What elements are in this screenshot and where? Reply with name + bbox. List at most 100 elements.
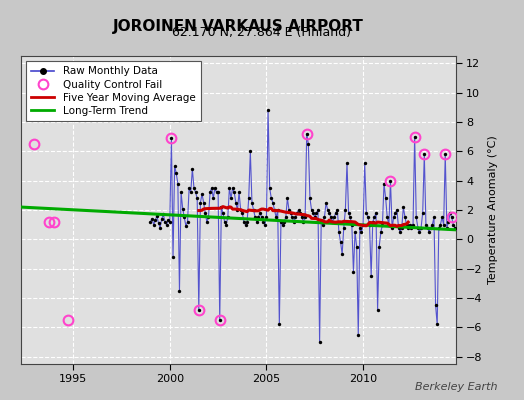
Point: [419, 210, 427, 216]
Point: [372, 210, 380, 216]
Point: [162, 222, 171, 228]
Point: [291, 214, 300, 220]
Point: [208, 185, 216, 191]
Point: [357, 229, 366, 235]
Point: [194, 306, 203, 313]
Point: [332, 210, 340, 216]
Point: [335, 229, 343, 235]
Point: [242, 222, 250, 228]
Text: 62.170 N, 27.864 E (Finland): 62.170 N, 27.864 E (Finland): [172, 26, 352, 39]
Point: [187, 189, 195, 196]
Point: [149, 222, 158, 228]
Point: [264, 107, 272, 114]
Point: [325, 210, 333, 216]
Point: [322, 200, 330, 206]
Point: [309, 210, 318, 216]
Point: [422, 222, 430, 228]
Point: [214, 189, 222, 196]
Point: [402, 222, 411, 228]
Point: [320, 214, 329, 220]
Point: [262, 214, 270, 220]
Point: [256, 210, 264, 216]
Point: [164, 217, 172, 224]
Point: [406, 222, 414, 228]
Point: [431, 302, 440, 308]
Point: [239, 218, 248, 225]
Point: [434, 224, 443, 231]
Point: [283, 195, 291, 202]
Point: [423, 224, 432, 231]
Point: [340, 224, 348, 231]
Point: [248, 200, 256, 206]
Point: [274, 207, 282, 213]
Point: [232, 200, 240, 206]
Point: [249, 207, 258, 213]
Point: [333, 207, 342, 213]
Point: [305, 195, 314, 202]
Point: [212, 189, 221, 196]
Point: [148, 216, 156, 222]
Point: [317, 218, 325, 225]
Point: [182, 223, 190, 229]
Point: [238, 210, 246, 216]
Point: [395, 224, 403, 231]
Point: [269, 200, 277, 206]
Point: [298, 214, 306, 220]
Point: [417, 224, 425, 231]
Point: [336, 239, 345, 246]
Point: [420, 151, 429, 158]
Point: [183, 218, 192, 225]
Point: [304, 141, 312, 147]
Point: [193, 195, 201, 202]
Point: [175, 288, 183, 294]
Point: [215, 317, 224, 323]
Point: [451, 224, 459, 231]
Point: [433, 321, 441, 328]
Point: [270, 207, 279, 213]
Point: [206, 189, 214, 196]
Point: [314, 207, 322, 213]
Point: [260, 222, 269, 228]
Point: [388, 224, 396, 231]
Text: Berkeley Earth: Berkeley Earth: [416, 382, 498, 392]
Point: [188, 166, 196, 172]
Point: [375, 244, 384, 250]
Point: [169, 254, 177, 260]
Point: [177, 189, 185, 196]
Point: [254, 214, 263, 220]
Point: [374, 306, 382, 313]
Point: [224, 214, 232, 220]
Point: [158, 216, 166, 222]
Point: [392, 207, 401, 213]
Point: [401, 214, 409, 220]
Point: [412, 214, 420, 220]
Point: [209, 195, 217, 202]
Point: [386, 178, 395, 184]
Point: [257, 214, 266, 220]
Point: [296, 210, 304, 216]
Point: [365, 222, 374, 228]
Point: [146, 218, 155, 225]
Point: [272, 214, 280, 220]
Point: [446, 210, 454, 216]
Y-axis label: Temperature Anomaly (°C): Temperature Anomaly (°C): [488, 136, 498, 284]
Point: [347, 222, 356, 228]
Point: [299, 218, 308, 225]
Point: [288, 214, 297, 220]
Point: [343, 160, 351, 166]
Point: [246, 148, 255, 154]
Point: [391, 210, 399, 216]
Point: [430, 214, 438, 220]
Point: [172, 170, 180, 176]
Point: [285, 207, 293, 213]
Point: [251, 214, 259, 220]
Point: [233, 207, 242, 213]
Point: [383, 214, 391, 220]
Point: [413, 224, 422, 231]
Point: [277, 218, 285, 225]
Point: [166, 218, 174, 225]
Point: [404, 224, 412, 231]
Point: [155, 220, 163, 226]
Point: [267, 195, 276, 202]
Point: [443, 224, 451, 231]
